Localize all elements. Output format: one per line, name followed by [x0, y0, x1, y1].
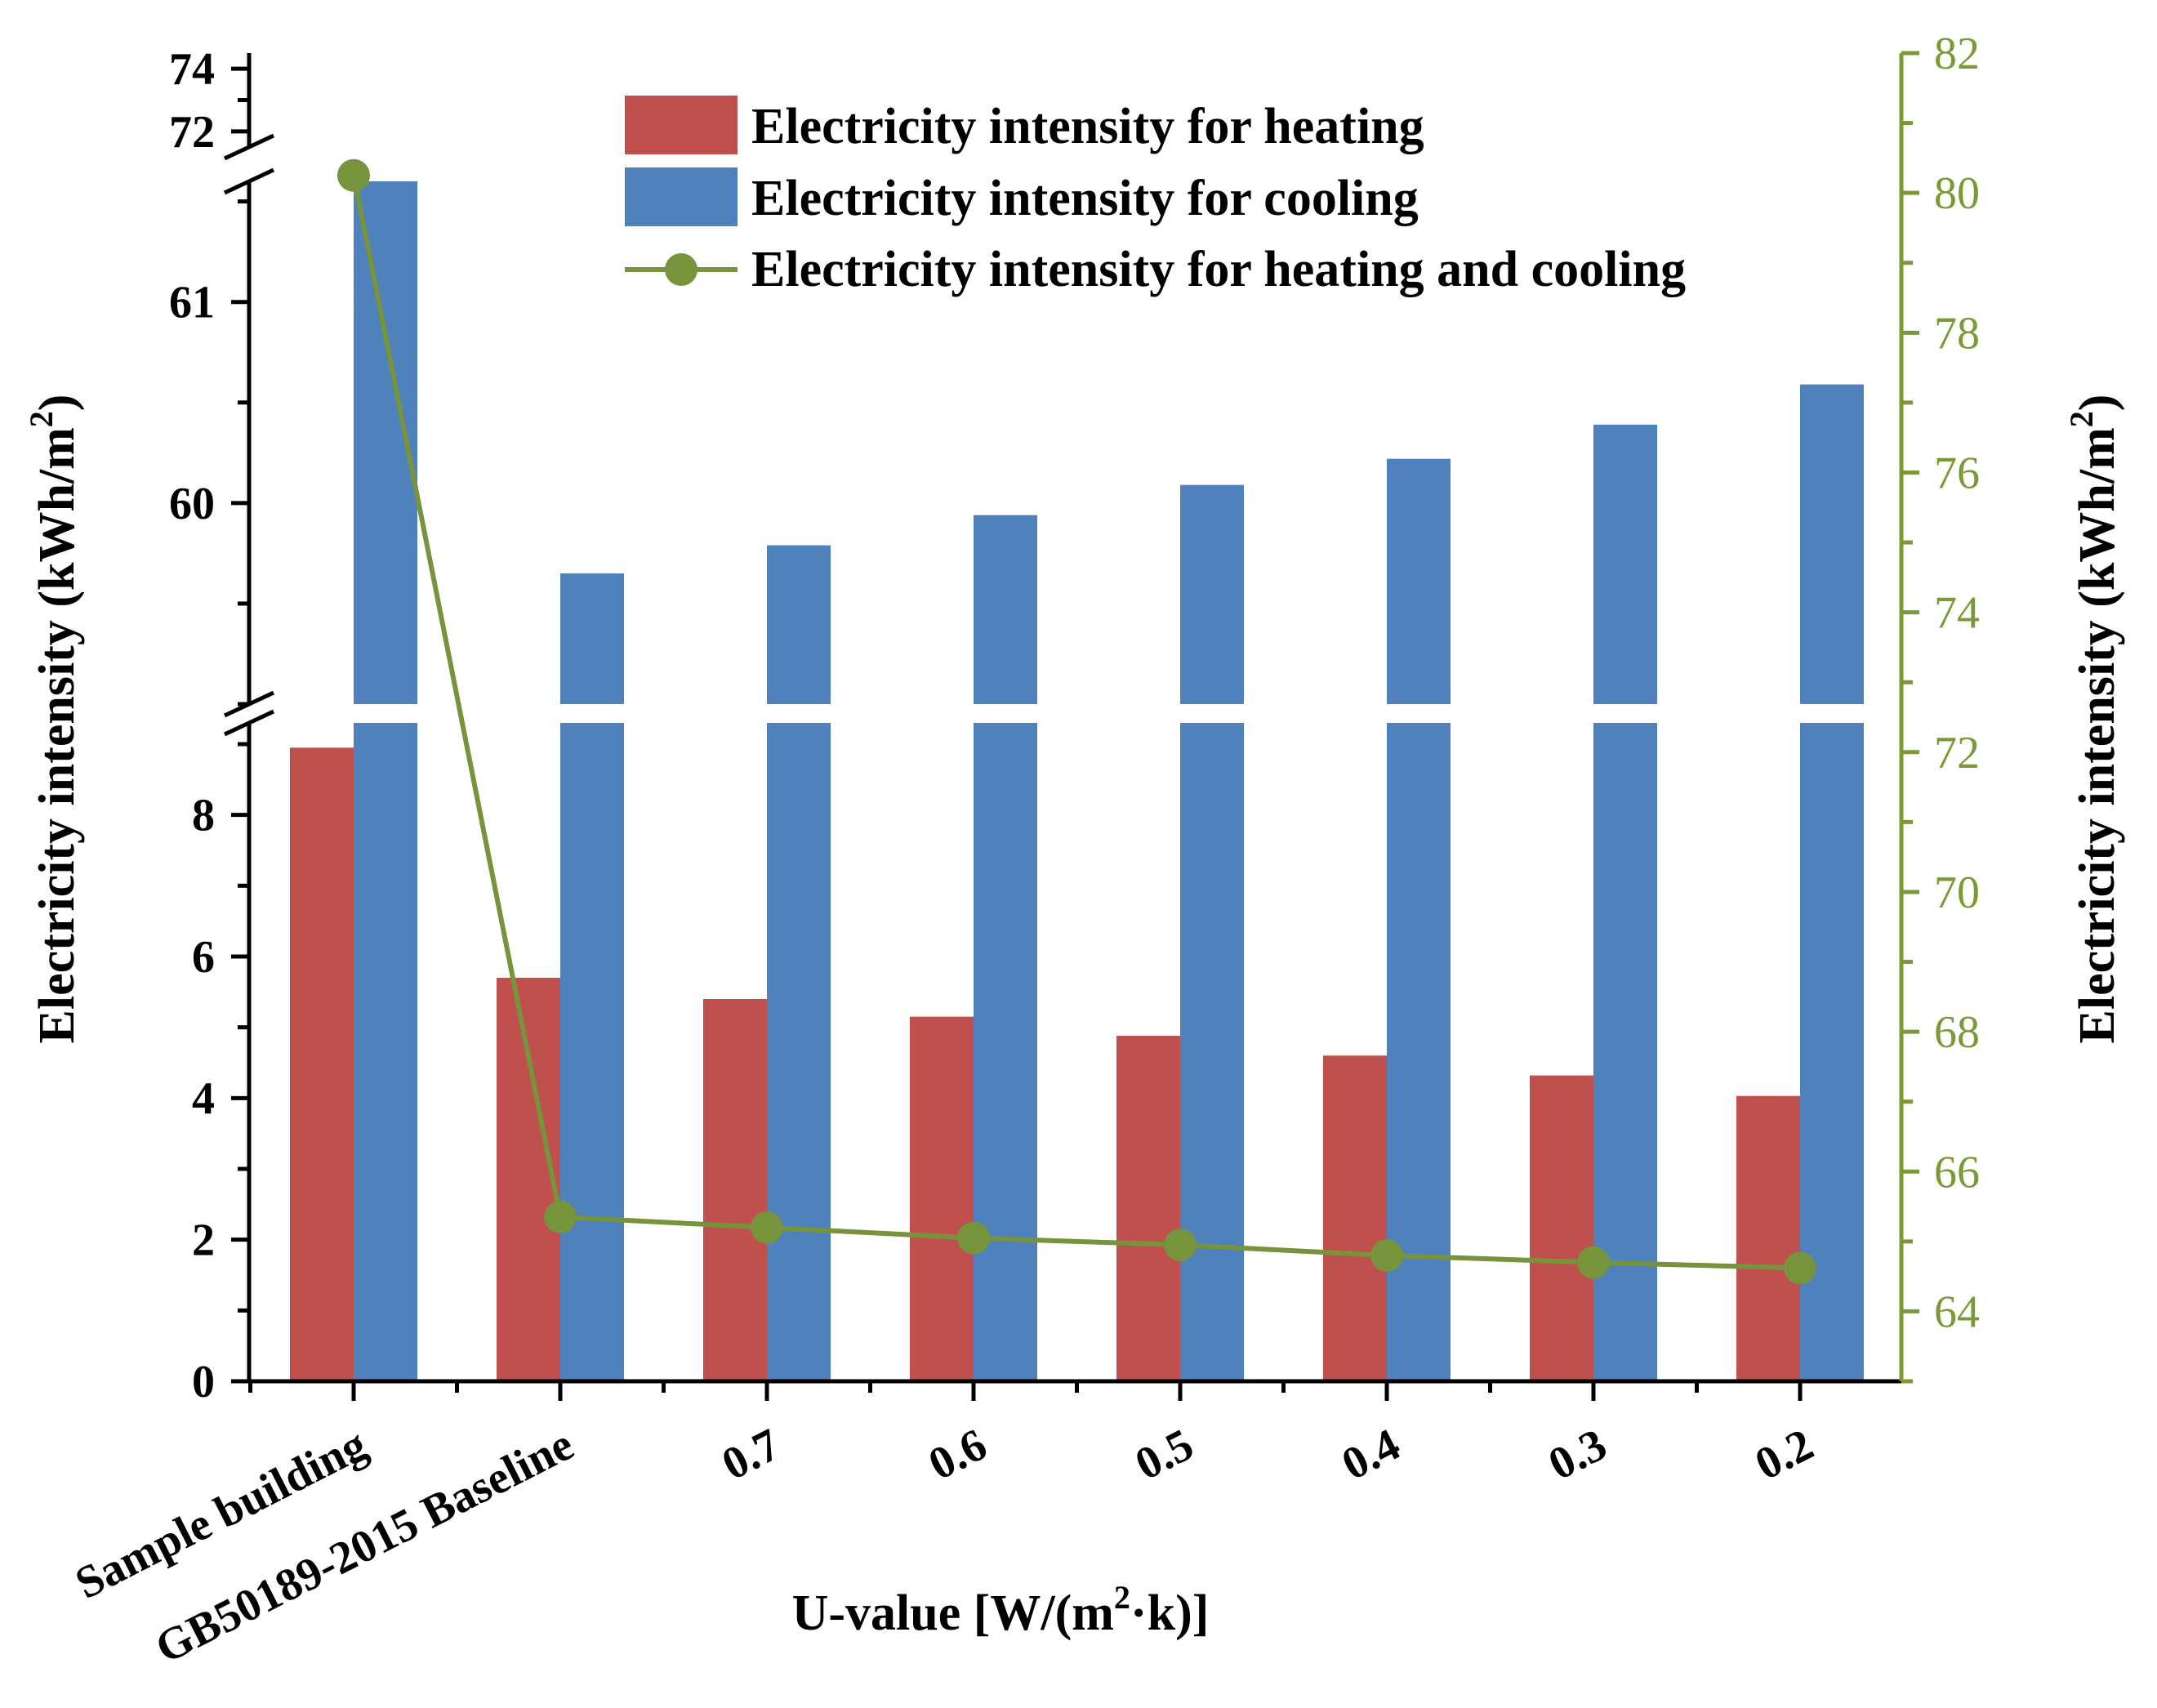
left-tick-label: 60: [169, 479, 215, 529]
right-tick-label: 74: [1934, 588, 1980, 639]
legend: Electricity intensity for heating Electri…: [625, 96, 1686, 297]
cooling-bar: [1800, 384, 1864, 1382]
axis-breaks: [223, 133, 1895, 737]
heating-bar: [1530, 1075, 1593, 1381]
heating-bar: [910, 1016, 974, 1381]
left-tick-label: 0: [192, 1357, 215, 1407]
right-tick-label: 80: [1934, 168, 1980, 219]
heating-bar: [703, 999, 767, 1381]
cooling-bar: [354, 181, 417, 1381]
right-tick-label: 72: [1934, 728, 1980, 778]
axes-layer: [231, 51, 1919, 1401]
total-line: [351, 175, 1801, 1271]
x-tick-label: 0.3: [1540, 1419, 1615, 1490]
left-tick-label: 8: [192, 791, 215, 841]
axis-break-gap: [270, 147, 1895, 181]
right-axis-title: Electricity intensity (kWh/m2): [2063, 395, 2125, 1044]
x-tick-label: 0.6: [920, 1419, 995, 1490]
cooling-bar: [767, 545, 831, 1381]
total-point: [1370, 1238, 1403, 1272]
right-tick-label: 76: [1934, 448, 1980, 498]
left-tick-label: 2: [192, 1215, 215, 1266]
total-point: [751, 1211, 783, 1244]
cooling-bar: [1180, 484, 1244, 1381]
right-tick-label: 68: [1934, 1007, 1980, 1058]
right-tick-label: 70: [1934, 867, 1980, 918]
legend-swatch-heating: [625, 96, 738, 154]
left-tick-label: 74: [169, 44, 215, 95]
total-point: [957, 1221, 990, 1255]
total-point: [1784, 1251, 1816, 1285]
cooling-bar: [1387, 458, 1451, 1381]
x-tick-label: 0.5: [1127, 1419, 1201, 1490]
cooling-bar: [974, 515, 1037, 1381]
left-tick-label: 6: [192, 932, 215, 983]
right-tick-label: 64: [1934, 1287, 1980, 1337]
axis-break-gap: [270, 704, 1895, 723]
cooling-bar: [1593, 424, 1657, 1381]
right-tick-label: 78: [1934, 308, 1980, 359]
legend-label-cooling: Electricity intensity for cooling: [751, 171, 1419, 226]
x-tick-label: 0.7: [714, 1419, 788, 1490]
right-tick-label: 66: [1934, 1147, 1980, 1197]
x-tick-label: 0.4: [1334, 1419, 1408, 1490]
left-axis-title: Electricity intensity (kWh/m2): [23, 395, 85, 1044]
x-tick-label: 0.2: [1747, 1419, 1821, 1490]
left-tick-label: 72: [169, 107, 215, 158]
left-tick-label: 4: [192, 1073, 215, 1124]
total-line-layer: [337, 158, 1816, 1285]
legend-swatch-cooling: [625, 167, 738, 226]
total-point: [544, 1200, 577, 1233]
heating-bar: [1323, 1055, 1387, 1381]
legend-swatch-total-marker: [665, 253, 697, 286]
total-point: [1577, 1246, 1610, 1279]
x-axis-title: U-value [W/(m2·k)]: [792, 1579, 1210, 1641]
heating-bar: [290, 747, 354, 1381]
heating-bar: [1116, 1036, 1180, 1381]
cooling-bar: [560, 573, 624, 1381]
bars-layer: [290, 181, 1864, 1382]
right-tick-label: 82: [1934, 29, 1980, 79]
total-point: [337, 158, 370, 192]
legend-label-total: Electricity intensity for heating and co…: [751, 242, 1686, 297]
left-tick-label: 61: [169, 278, 215, 328]
total-point: [1164, 1229, 1197, 1262]
legend-label-heating: Electricity intensity for heating: [751, 99, 1424, 154]
heating-bar: [1736, 1095, 1800, 1381]
